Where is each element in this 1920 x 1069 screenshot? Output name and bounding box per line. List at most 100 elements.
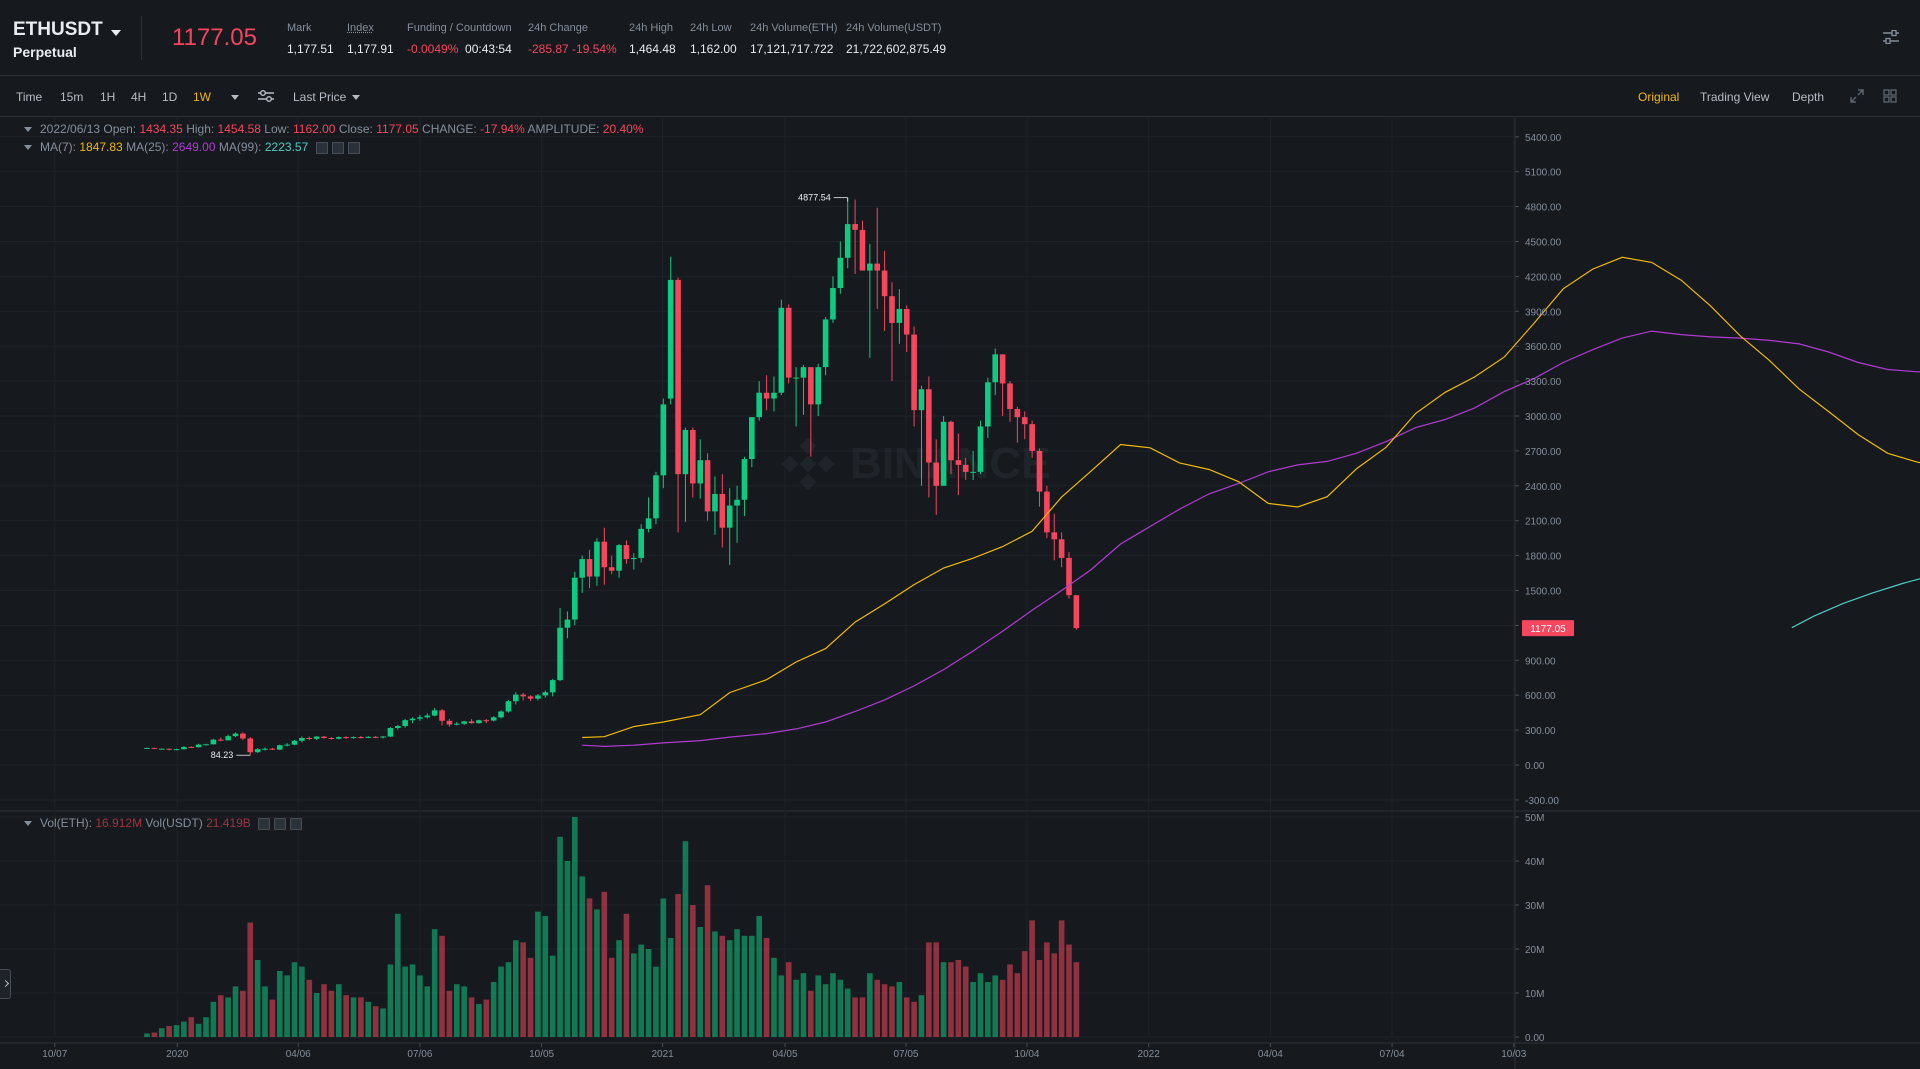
volume-bar-down[interactable]: [785, 962, 792, 1037]
volume-bar-down[interactable]: [763, 938, 770, 1037]
candle-down[interactable]: [439, 710, 445, 721]
candle-up[interactable]: [291, 740, 298, 745]
volume-bar-up[interactable]: [867, 973, 873, 1037]
candle-down[interactable]: [1044, 491, 1050, 533]
candle-up[interactable]: [498, 711, 504, 718]
volume-bar-down[interactable]: [1021, 951, 1028, 1037]
volume-bar-down[interactable]: [675, 894, 681, 1037]
volume-bar-up[interactable]: [181, 1021, 187, 1037]
volume-bar-up[interactable]: [232, 986, 239, 1037]
candle-up[interactable]: [144, 747, 150, 749]
volume-bar-up[interactable]: [970, 982, 976, 1037]
stat-index[interactable]: Index 1,177.91: [347, 22, 394, 56]
volume-bar-down[interactable]: [306, 979, 313, 1037]
candle-down[interactable]: [623, 545, 630, 560]
volume-bar-up[interactable]: [815, 975, 822, 1037]
chevron-down-icon[interactable]: [24, 821, 32, 827]
candle-down[interactable]: [675, 279, 681, 475]
volume-bar-up[interactable]: [572, 817, 578, 1037]
volume-bar-up[interactable]: [380, 1008, 386, 1037]
volume-bar-up[interactable]: [549, 955, 556, 1037]
candle-up[interactable]: [749, 417, 755, 460]
candle-down[interactable]: [483, 720, 490, 722]
candle-up[interactable]: [402, 720, 408, 727]
candle-up[interactable]: [940, 421, 947, 486]
volume-bar-down[interactable]: [1066, 944, 1072, 1037]
volume-bar-up[interactable]: [667, 938, 674, 1037]
candle-down[interactable]: [321, 736, 327, 739]
interval-1h[interactable]: 1H: [100, 90, 116, 104]
volume-bar-down[interactable]: [859, 997, 866, 1037]
candle-up[interactable]: [284, 744, 290, 746]
candle-up[interactable]: [195, 744, 202, 748]
volume-bar-up[interactable]: [158, 1028, 165, 1037]
volume-bar-up[interactable]: [402, 966, 408, 1037]
candle-down[interactable]: [586, 559, 593, 577]
candle-up[interactable]: [490, 717, 497, 721]
volume-bar-down[interactable]: [343, 995, 349, 1037]
candle-up[interactable]: [778, 307, 785, 393]
volume-bar-up[interactable]: [697, 927, 703, 1037]
candle-up[interactable]: [741, 459, 748, 500]
volume-bar-down[interactable]: [586, 898, 593, 1037]
volume-bar-down[interactable]: [955, 960, 962, 1037]
candle-up[interactable]: [844, 224, 851, 258]
volume-bar-up[interactable]: [837, 979, 844, 1037]
volume-bar-down[interactable]: [690, 905, 696, 1037]
candle-up[interactable]: [970, 471, 976, 473]
volume-bar-up[interactable]: [822, 984, 829, 1037]
candle-down[interactable]: [903, 308, 910, 335]
volume-bar-up[interactable]: [225, 997, 231, 1037]
volume-bar-up[interactable]: [254, 960, 261, 1037]
legend-close-box[interactable]: [290, 817, 303, 830]
volume-bar-up[interactable]: [365, 1001, 372, 1037]
candle-up[interactable]: [830, 288, 836, 320]
volume-bar-down[interactable]: [623, 913, 630, 1037]
candle-up[interactable]: [660, 404, 667, 476]
candle-up[interactable]: [424, 715, 431, 718]
candle-up[interactable]: [726, 505, 733, 528]
volume-bar-down[interactable]: [1036, 960, 1043, 1037]
volume-bar-down[interactable]: [999, 979, 1006, 1037]
candle-down[interactable]: [1066, 557, 1072, 596]
volume-bar-up[interactable]: [513, 940, 519, 1037]
volume-bar-up[interactable]: [557, 836, 563, 1037]
volume-bar-up[interactable]: [453, 984, 460, 1037]
volume-bar-down[interactable]: [881, 984, 888, 1037]
volume-bar-down[interactable]: [808, 990, 814, 1037]
candle-down[interactable]: [911, 334, 917, 411]
candle-up[interactable]: [513, 694, 519, 702]
candle-up[interactable]: [594, 541, 600, 577]
candle-down[interactable]: [948, 421, 954, 461]
volume-bar-up[interactable]: [653, 966, 659, 1037]
candle-up[interactable]: [335, 737, 342, 739]
candle-up[interactable]: [542, 692, 549, 696]
candle-down[interactable]: [1014, 409, 1021, 418]
volume-bar-down[interactable]: [601, 891, 608, 1037]
candle-down[interactable]: [151, 747, 158, 749]
candle-up[interactable]: [734, 499, 740, 506]
volume-bar-up[interactable]: [631, 953, 637, 1037]
volume-bar-up[interactable]: [262, 986, 268, 1037]
volume-bar-up[interactable]: [335, 984, 342, 1037]
candle-down[interactable]: [1051, 532, 1058, 540]
volume-bar-up[interactable]: [749, 935, 755, 1037]
candle-up[interactable]: [380, 736, 386, 738]
volume-bar-down[interactable]: [704, 885, 711, 1037]
interval-1d[interactable]: 1D: [162, 90, 178, 104]
view-depth[interactable]: Depth: [1792, 90, 1825, 104]
volume-bar-up[interactable]: [638, 944, 644, 1037]
candle-up[interactable]: [631, 557, 637, 560]
volume-bar-up[interactable]: [778, 975, 785, 1037]
candle-up[interactable]: [409, 718, 416, 721]
candle-down[interactable]: [808, 367, 814, 405]
candle-up[interactable]: [867, 263, 873, 271]
volume-bar-up[interactable]: [800, 973, 807, 1037]
candle-up[interactable]: [476, 720, 482, 724]
volume-bar-down[interactable]: [874, 979, 881, 1037]
candle-up[interactable]: [254, 749, 261, 753]
volume-bar-up[interactable]: [645, 949, 652, 1037]
candle-down[interactable]: [372, 736, 379, 738]
volume-bar-down[interactable]: [269, 999, 276, 1037]
